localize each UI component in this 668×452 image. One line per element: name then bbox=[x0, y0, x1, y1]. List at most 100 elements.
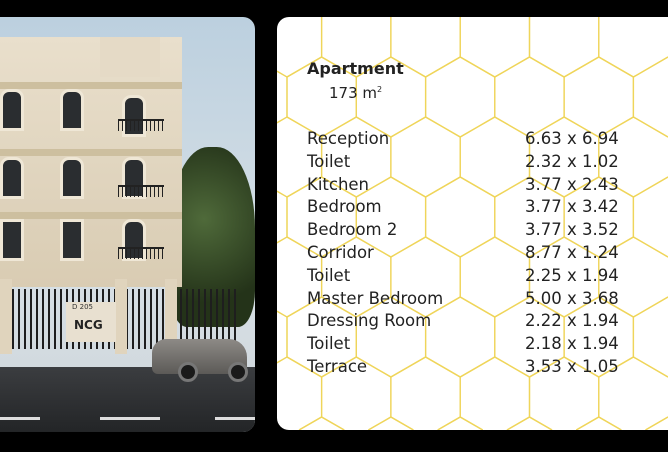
hexagon-edge bbox=[529, 356, 565, 378]
hexagon-edge bbox=[355, 116, 392, 138]
hexagon-edge bbox=[459, 416, 484, 430]
hexagon-edge bbox=[494, 56, 530, 78]
pillar bbox=[115, 279, 127, 354]
hexagon-edge bbox=[425, 356, 461, 378]
hexagon-edge bbox=[390, 416, 414, 430]
hexagon-edge bbox=[277, 190, 288, 198]
apartment-details-card: Apartment 173 m2 Reception 6.63 x 6.94 Toi… bbox=[277, 17, 668, 430]
car-wheel bbox=[228, 362, 248, 382]
hexagon-edge bbox=[298, 416, 322, 430]
room-row: Kitchen 3.77 x 2.43 bbox=[307, 174, 619, 197]
building-photo: D 205 NCG bbox=[0, 17, 255, 432]
hexagon-edge bbox=[633, 176, 668, 198]
hexagon-edge bbox=[277, 310, 288, 318]
room-name: Toilet bbox=[307, 334, 351, 354]
hexagon-edge bbox=[459, 56, 496, 78]
room-name: Toilet bbox=[307, 265, 351, 285]
hexagon-edge bbox=[355, 296, 392, 318]
hexagon-edge bbox=[459, 176, 496, 198]
hexagon-edge bbox=[459, 236, 496, 258]
room-size: 8.77 x 1.24 bbox=[525, 242, 619, 262]
hexagon-edge bbox=[368, 416, 392, 430]
hexagon-edge bbox=[355, 176, 392, 198]
hexagon-edge bbox=[277, 356, 288, 364]
room-name: Master Bedroom bbox=[307, 288, 444, 308]
hexagon-edge bbox=[494, 116, 530, 138]
roof-tower bbox=[100, 37, 160, 77]
room-size: 2.25 x 1.94 bbox=[525, 265, 619, 285]
room-row: Dressing Room 2.22 x 1.94 bbox=[307, 310, 619, 333]
room-name: Bedroom bbox=[307, 197, 382, 217]
lane-marking bbox=[0, 417, 40, 420]
hexagon-edge bbox=[286, 56, 322, 78]
hexagon-edge bbox=[529, 296, 565, 318]
hexagon-edge bbox=[529, 416, 553, 430]
cornice bbox=[0, 82, 182, 89]
hexagon-edge bbox=[321, 56, 357, 78]
area-unit-sup: 2 bbox=[377, 85, 383, 94]
pillar bbox=[165, 279, 177, 354]
window bbox=[0, 219, 24, 261]
hexagon-edge bbox=[633, 56, 668, 78]
hexagon-edge bbox=[355, 236, 392, 258]
room-name: Kitchen bbox=[307, 174, 370, 194]
room-name: Bedroom 2 bbox=[307, 220, 398, 240]
hexagon-edge bbox=[425, 56, 461, 78]
balcony-railing bbox=[118, 247, 164, 259]
hexagon-edge bbox=[563, 56, 600, 78]
hexagon-edge bbox=[286, 236, 322, 258]
cornice bbox=[0, 212, 182, 219]
window bbox=[0, 157, 24, 199]
room-name: Toilet bbox=[307, 151, 351, 171]
hexagon-edge bbox=[563, 236, 600, 258]
room-row: Toilet 2.32 x 1.02 bbox=[307, 151, 619, 174]
sign-number: D 205 bbox=[72, 303, 93, 311]
ncg-logo: NCG bbox=[74, 318, 103, 332]
hexagon-edge bbox=[598, 296, 634, 318]
room-size: 3.77 x 3.42 bbox=[525, 197, 619, 217]
room-name: Reception bbox=[307, 129, 390, 148]
room-size: 5.00 x 3.68 bbox=[525, 288, 619, 308]
hexagon-edge bbox=[286, 356, 322, 378]
hexagon-edge bbox=[390, 176, 426, 198]
hexagon-edge bbox=[390, 356, 426, 378]
hexagon-edge bbox=[598, 416, 622, 430]
hexagon-edge bbox=[563, 116, 600, 138]
hexagon-edge bbox=[286, 116, 322, 138]
room-size: 6.63 x 6.94 bbox=[525, 129, 619, 148]
hexagon-edge bbox=[321, 236, 357, 258]
hexagon-edge bbox=[459, 116, 496, 138]
hexagon-edge bbox=[633, 116, 668, 138]
room-size: 3.77 x 3.52 bbox=[525, 220, 619, 240]
hexagon-edge bbox=[425, 176, 461, 198]
hexagon-edge bbox=[598, 56, 634, 78]
room-size: 2.32 x 1.02 bbox=[525, 151, 619, 171]
window bbox=[60, 219, 84, 261]
lane-marking bbox=[215, 417, 255, 420]
hexagon-edge bbox=[355, 356, 392, 378]
hexagon-edge bbox=[633, 296, 668, 318]
hexagon-edge bbox=[321, 176, 357, 198]
hexagon-edge bbox=[494, 176, 530, 198]
room-row: Bedroom 3.77 x 3.42 bbox=[307, 196, 619, 219]
lane-marking bbox=[100, 417, 160, 420]
car-wheel bbox=[178, 362, 198, 382]
hexagon-edge bbox=[390, 236, 426, 258]
hexagon-edge bbox=[575, 416, 600, 430]
hexagon-edge bbox=[459, 356, 496, 378]
hexagon-edge bbox=[321, 356, 357, 378]
hexagon-pattern bbox=[277, 17, 668, 430]
hexagon-edge bbox=[563, 296, 600, 318]
hexagon-edge bbox=[633, 236, 668, 258]
room-row: Bedroom 2 3.77 x 3.52 bbox=[307, 219, 619, 242]
hexagon-edge bbox=[277, 70, 288, 78]
room-row: Terrace 3.53 x 1.05 bbox=[307, 356, 619, 379]
room-row: Toilet 2.25 x 1.94 bbox=[307, 265, 619, 288]
hexagon-edge bbox=[598, 356, 634, 378]
hexagon-edge bbox=[633, 356, 668, 378]
hexagon-edge bbox=[598, 116, 634, 138]
room-row: Reception 6.63 x 6.94 bbox=[307, 128, 619, 151]
hexagon-edge bbox=[321, 116, 357, 138]
street bbox=[0, 367, 255, 432]
room-size: 3.77 x 2.43 bbox=[525, 174, 619, 194]
